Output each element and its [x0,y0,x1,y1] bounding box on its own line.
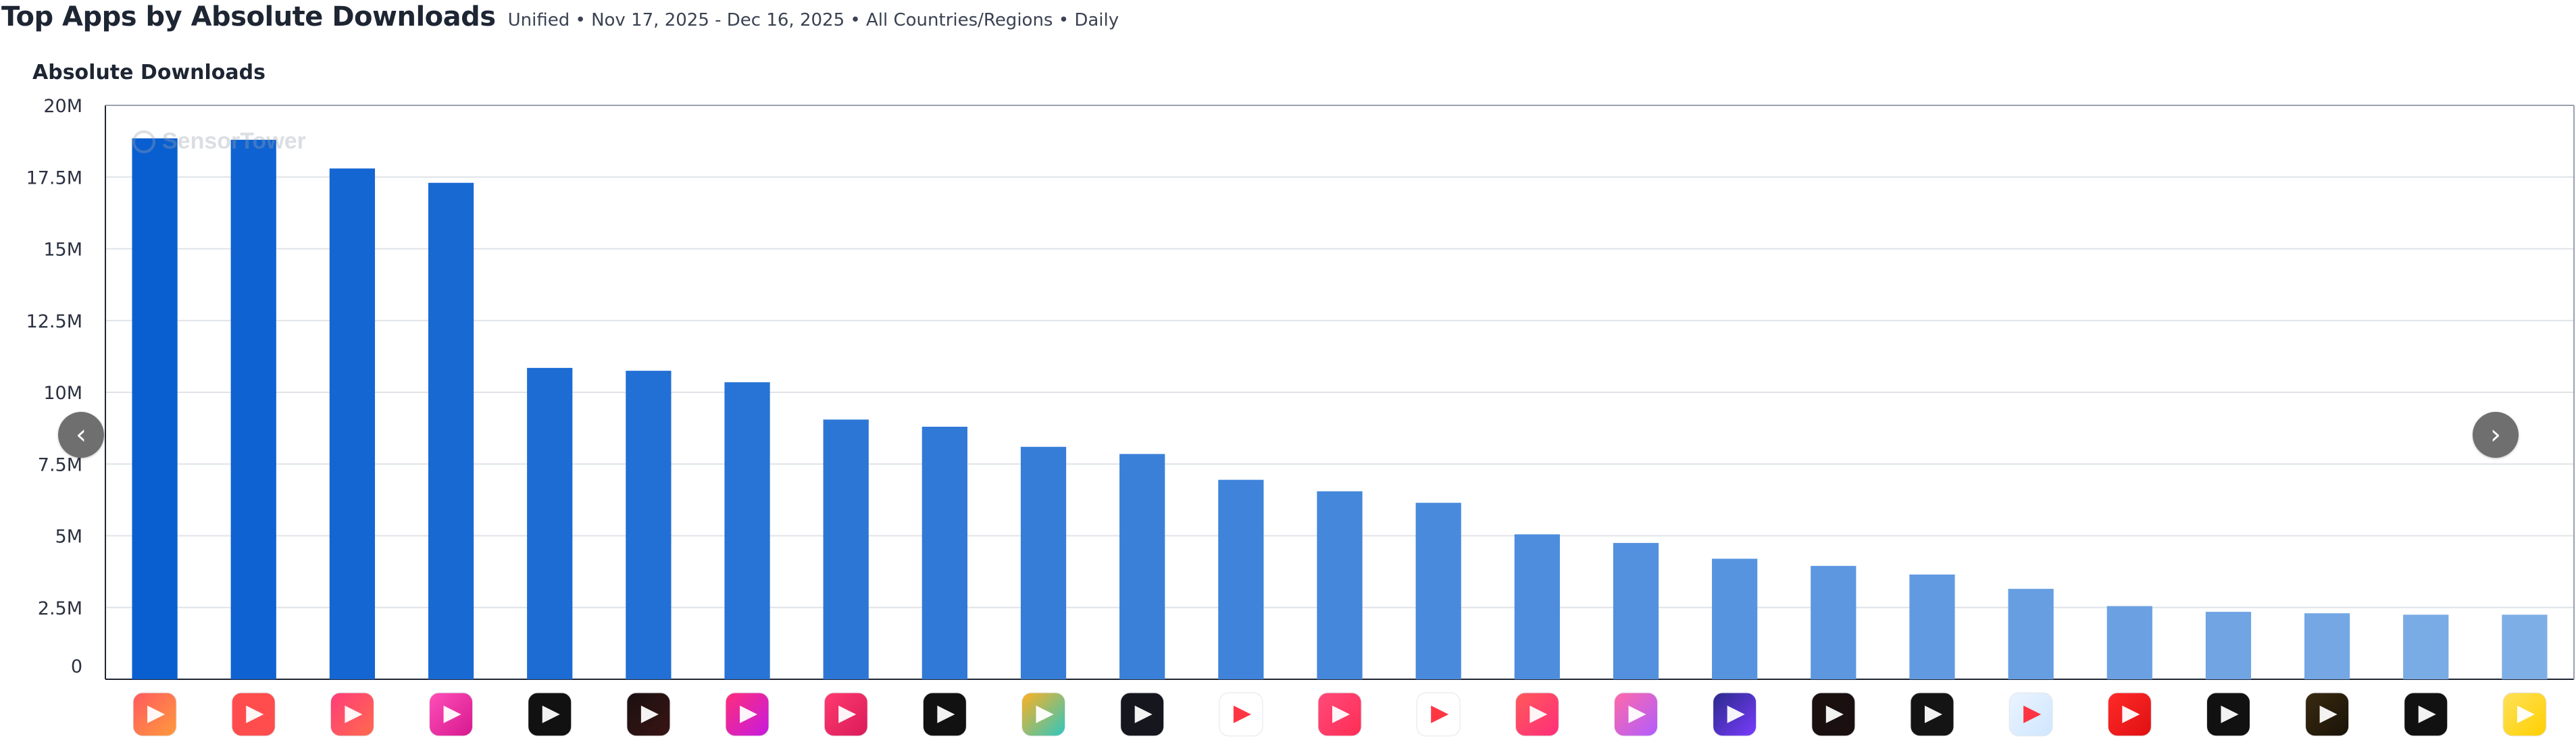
app-icon-glyph [1727,706,1745,723]
app-icon-glyph [345,706,363,723]
bar [1119,454,1165,679]
letter-m-dark-app-icon [2206,692,2250,737]
bar [2106,606,2152,679]
red-tv-app-icon [2107,692,2152,737]
colorful-play-app-icon [1021,692,1066,737]
app-icon-glyph [147,706,166,723]
bar [1020,446,1067,679]
chevron-right-icon[interactable]: › [2473,412,2519,458]
section-title: Absolute Downloads [32,61,266,84]
app-icon-glyph [2517,706,2535,723]
app-icon-glyph [2122,706,2140,723]
bar [1712,558,1758,679]
letter-m-app-icon [1515,692,1559,737]
orange-play-app-icon [1910,692,1954,737]
orange-diamond-app-icon [2305,692,2350,737]
story-tv-app-icon [429,692,474,737]
sensortower-logo-icon [132,130,155,153]
y-tick-label: 12.5M [26,311,82,332]
chart-header: Top Apps by Absolute Downloads Unified •… [1,1,1119,42]
purple-play-app-icon [1713,692,1757,737]
bar [2403,614,2449,679]
bar [1613,543,1659,679]
blue-bookmark-app-icon [2009,692,2053,737]
bar [428,182,474,679]
bar [2502,614,2548,679]
letter-r-gradient-app-icon [1613,692,1658,737]
bar [626,371,672,679]
bar [1218,479,1264,679]
gradient-leaf-app-icon [1416,692,1461,737]
app-icon-glyph [1431,706,1449,723]
y-tick-label: 10M [43,383,82,404]
bar [132,138,178,679]
letter-s-app-icon [922,692,967,737]
app-icon-glyph [1825,706,1844,723]
app-icon-glyph [1530,706,1548,723]
watermark: SensorTower [132,128,306,155]
app-icon-glyph [2319,706,2338,723]
bar [1811,566,1857,679]
app-icon-glyph [1924,706,1942,723]
app-icon-glyph [1332,706,1350,723]
bar [1415,502,1461,679]
app-icon-glyph [542,706,560,723]
app-icon-glyph [640,706,659,723]
bar [1317,491,1363,679]
y-tick-label: 15M [43,240,82,261]
bar [1514,534,1560,679]
y-tick-label: 20M [43,96,82,117]
red-play-app-icon [1219,692,1263,737]
q-square-app-icon [824,692,868,737]
app-icon-glyph [1628,706,1646,723]
app-icon-glyph [2023,706,2042,723]
page-title: Top Apps by Absolute Downloads [1,1,496,32]
filter-summary: Unified • Nov 17, 2025 - Dec 16, 2025 • … [507,10,1119,30]
app-icon-glyph [2418,706,2436,723]
bar [2304,613,2350,679]
letter-r-app-icon [231,692,276,737]
y-tick-label: 2.5M [38,598,82,619]
app-icon-glyph [2221,706,2239,723]
bar [230,140,276,679]
bar [2008,589,2054,679]
bar [527,367,573,679]
letter-f-yellow-app-icon [2502,692,2547,737]
app-icon-glyph [937,706,955,723]
app-icon-glyph [838,706,857,723]
video-player-app-icon [132,692,177,737]
bar [329,168,376,679]
watermark-text: SensorTower [162,128,306,154]
play-square-app-icon [725,692,769,737]
play-button-app-icon [330,692,374,737]
pink-play-app-icon [1317,692,1362,737]
app-icon-glyph [246,706,264,723]
bar [1909,574,1955,679]
app-icon-glyph [740,706,758,723]
chevron-left-icon[interactable]: ‹ [58,412,104,458]
y-tick-label: 0 [71,656,82,677]
dark-play-app-icon [1120,692,1165,737]
y-tick-label: 7.5M [38,454,82,475]
app-icon-glyph [443,706,461,723]
red-circle-play-app-icon [2404,692,2448,737]
bar [2205,612,2252,679]
y-tick-label: 5M [55,527,82,548]
bar [724,382,770,679]
bar [823,419,869,679]
bar [921,427,967,679]
letter-k-app-icon [626,692,671,737]
y-tick-label: 17.5M [26,167,82,188]
app-icon-glyph [1233,706,1251,723]
app-icon-glyph [1036,706,1054,723]
dual-gold-app-icon [528,692,572,737]
app-icon-glyph [1134,706,1153,723]
flame-app-icon [1811,692,1856,737]
